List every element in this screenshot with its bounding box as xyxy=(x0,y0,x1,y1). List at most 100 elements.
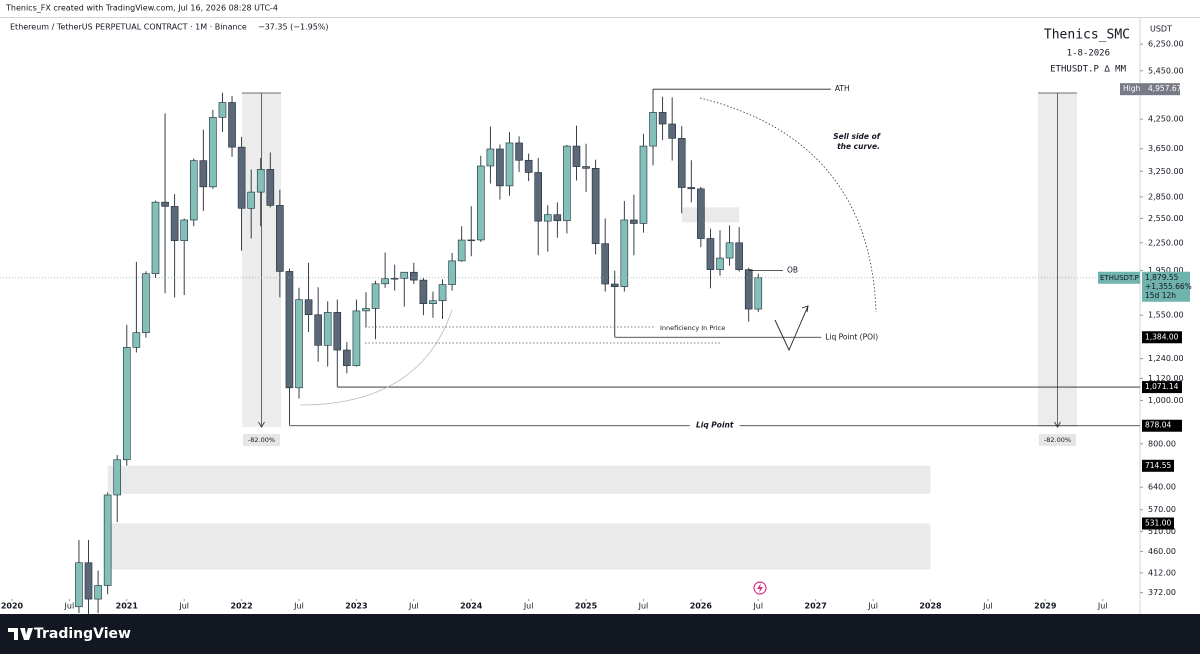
x-tick-label: Jul xyxy=(638,602,649,611)
price-label-bg xyxy=(1142,517,1174,530)
price-label: 1,071.14 xyxy=(1145,382,1179,391)
last-price-change: +1,355.66% xyxy=(1145,282,1192,291)
candle-body xyxy=(524,159,533,173)
y-tick-label: 412.00 xyxy=(1148,568,1176,577)
footer xyxy=(0,614,1200,654)
candle-body xyxy=(553,214,562,222)
y-tick-label: 1,950.00 xyxy=(1148,266,1184,275)
y-tick-label: 800.00 xyxy=(1148,439,1176,448)
y-tick-label: 1,550.00 xyxy=(1148,311,1184,320)
candle-body xyxy=(170,206,179,241)
frame xyxy=(0,17,1200,18)
y-tick-label: 4,250.00 xyxy=(1148,115,1184,124)
candle-body xyxy=(343,349,351,366)
candle-body xyxy=(687,187,696,190)
candle-body xyxy=(735,242,743,270)
candle-body xyxy=(610,283,619,288)
candle-body xyxy=(725,242,734,259)
measure-arrow xyxy=(258,421,265,428)
arrow-head xyxy=(801,305,809,313)
annotation: Inneficiency In Price xyxy=(660,324,725,332)
candle-body xyxy=(639,145,648,224)
candle-body xyxy=(658,112,667,125)
price-label: 714.55 xyxy=(1145,461,1171,470)
candle-body xyxy=(477,165,485,241)
candle-body xyxy=(400,271,409,279)
x-tick-label: Jul xyxy=(408,602,419,611)
candle-body xyxy=(630,219,638,224)
candle-body xyxy=(237,146,246,209)
x-tick-label: 2029 xyxy=(1034,602,1057,611)
last-price-name: ETHUSDT.P xyxy=(1100,274,1139,282)
price-label-bg xyxy=(1142,381,1182,394)
x-tick-label: Jul xyxy=(982,602,993,611)
level-text: Liq Point (POI) xyxy=(825,332,878,341)
candle-body xyxy=(113,459,122,496)
candle-body xyxy=(649,112,657,147)
level-text: OB xyxy=(787,266,798,275)
plot: 372.00 412.00 460.00 510.00 570.00 640.00 800.… xyxy=(0,18,1192,630)
level-text-bg xyxy=(689,420,740,431)
x-tick-label: 2020 xyxy=(1,602,24,611)
y-tick-label: 1,000.00 xyxy=(1148,396,1184,405)
level-text: Liq Point xyxy=(696,421,734,430)
candle-body xyxy=(496,148,504,187)
x-tick-label: Jul xyxy=(867,602,878,611)
candle-body xyxy=(142,273,150,333)
candle-body xyxy=(75,562,83,608)
credit: Thenics_FX created with TradingView.com,… xyxy=(5,4,278,13)
last-price: 1,879.55 xyxy=(1145,273,1179,282)
high-label-name: High xyxy=(1123,84,1140,93)
x-tick-label: Jul xyxy=(293,602,304,611)
candle-body xyxy=(180,219,188,241)
candle-body xyxy=(381,278,389,285)
y-tick-label: 1,120.00 xyxy=(1148,374,1184,383)
candle-body xyxy=(132,332,141,348)
last-price-name-bg xyxy=(1098,271,1140,284)
x-tick-label: 2027 xyxy=(805,602,827,611)
candle-body xyxy=(591,168,600,244)
annotation: the curve. xyxy=(837,142,880,151)
x-tick-label: Jul xyxy=(64,602,75,611)
x-tick-label: Jul xyxy=(1097,602,1108,611)
level-text: ATH xyxy=(835,84,850,93)
candle-body xyxy=(486,148,495,167)
candle-body xyxy=(276,205,284,272)
measure-label: -82.00% xyxy=(1044,436,1071,444)
y-tick-label: 3,650.00 xyxy=(1148,144,1184,153)
curve xyxy=(699,97,877,313)
event-icon xyxy=(757,583,763,593)
candle-body xyxy=(314,314,322,346)
candle-body xyxy=(333,312,342,351)
y-tick-label: 2,550.00 xyxy=(1148,214,1184,223)
x-tick-label: 2022 xyxy=(230,602,252,611)
event-icon[interactable] xyxy=(753,581,767,595)
price-label-bg xyxy=(1142,459,1174,472)
candle-body xyxy=(323,312,332,346)
zone xyxy=(107,465,931,494)
price-label: 1,384.00 xyxy=(1145,332,1179,341)
x-tick-label: 2023 xyxy=(345,602,367,611)
y-tick-label: 1,240.00 xyxy=(1148,354,1184,363)
price-label: 531.00 xyxy=(1145,519,1171,528)
x-tick-label: Jul xyxy=(178,602,189,611)
candle-body xyxy=(189,160,198,221)
projection xyxy=(774,305,809,352)
candle-body xyxy=(218,102,227,118)
footer-logo: TradingView xyxy=(34,626,131,642)
candle-body xyxy=(256,169,265,193)
candle-body xyxy=(247,191,255,209)
candle-body xyxy=(582,166,590,169)
x-tick-label: 2025 xyxy=(575,602,598,611)
measure-label-bg xyxy=(243,434,280,446)
logo-mark xyxy=(8,628,33,640)
candle-body xyxy=(390,278,399,280)
candle-body xyxy=(543,214,552,222)
candle-body xyxy=(151,201,160,275)
candle-body xyxy=(534,172,543,222)
candle-body xyxy=(438,284,447,302)
price-label-bg xyxy=(1142,419,1182,432)
candle-body xyxy=(228,102,236,148)
annotation: Sell side of xyxy=(833,132,881,141)
change: −37.35 (−1.95%) xyxy=(258,23,329,32)
